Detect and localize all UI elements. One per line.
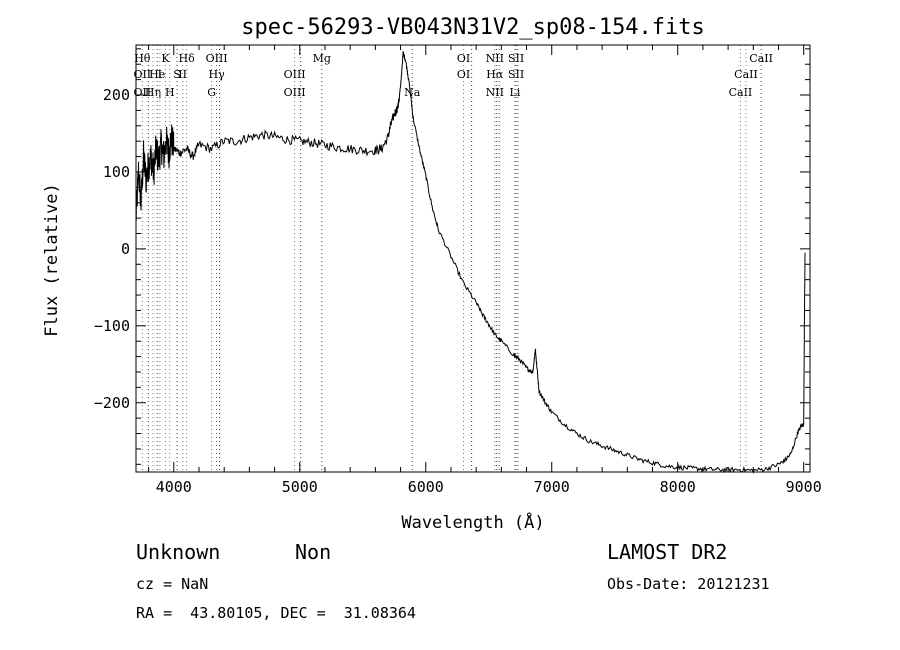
chart-title: spec-56293-VB043N31V2_sp08-154.fits	[241, 15, 705, 40]
x-tick-label: 5000	[282, 478, 318, 496]
line-label: Hδ	[179, 52, 196, 65]
y-tick-label: 100	[103, 163, 130, 181]
x-axis-label: Wavelength (Å)	[401, 511, 544, 533]
line-label: OI	[457, 52, 470, 65]
y-tick-label: −200	[94, 394, 130, 412]
line-label: OIII	[206, 52, 228, 65]
line-label: Hγ	[209, 68, 226, 81]
line-label: II	[178, 68, 187, 81]
x-tick-label: 8000	[660, 478, 696, 496]
line-label: NII	[486, 52, 504, 65]
y-tick-label: 200	[103, 86, 130, 104]
line-label: OI	[457, 68, 470, 81]
line-label: He	[149, 68, 165, 81]
plot-frame	[135, 44, 811, 473]
line-label: Hη	[145, 86, 161, 99]
line-label: Hθ	[134, 52, 151, 65]
line-label: OII	[133, 86, 151, 99]
class-label: Unknown	[136, 540, 221, 564]
line-label: S	[173, 68, 181, 81]
line-label: Li	[510, 86, 521, 99]
line-label: Mg	[313, 52, 331, 65]
y-tick-label: −100	[94, 317, 130, 335]
line-label: K	[161, 52, 170, 65]
x-tick-label: 9000	[786, 478, 822, 496]
line-label: H	[165, 86, 175, 99]
survey-label: LAMOST DR2	[607, 540, 728, 564]
x-tick-label: 7000	[534, 478, 570, 496]
line-label: Na	[404, 86, 421, 99]
line-label: I	[158, 68, 162, 81]
line-label: OII	[133, 68, 151, 81]
line-label: Hα	[486, 68, 504, 81]
x-tick-label: 6000	[408, 478, 444, 496]
line-label: NII	[486, 86, 504, 99]
y-axis-label: Flux (relative)	[42, 183, 62, 337]
obs-date-text: Obs-Date: 20121231	[607, 575, 770, 593]
line-label: G	[207, 86, 216, 99]
y-tick-label: 0	[121, 240, 130, 258]
line-label: CaII	[729, 86, 753, 99]
line-label: OIII	[284, 68, 306, 81]
line-label: SII	[508, 68, 524, 81]
line-label: SII	[508, 52, 524, 65]
x-tick-label: 4000	[156, 478, 192, 496]
line-label: OIII	[284, 86, 306, 99]
subclass-label: Non	[295, 540, 332, 564]
line-label: CaII	[734, 68, 758, 81]
line-label: CaII	[749, 52, 773, 65]
spectrum-line	[135, 51, 806, 474]
redshift-text: cz = NaN	[136, 575, 209, 593]
coordinates-text: RA = 43.80105, DEC = 31.08364	[136, 604, 416, 622]
